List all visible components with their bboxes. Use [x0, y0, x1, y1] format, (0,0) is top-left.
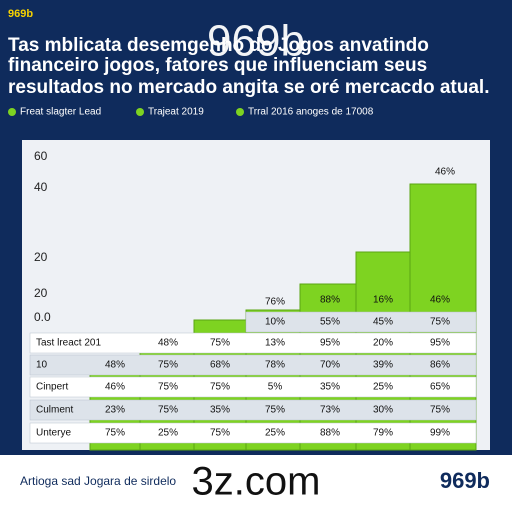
row-label: 10 — [36, 360, 48, 371]
bar-labels: 76% 88% 16% 46% 46% — [265, 167, 455, 308]
cell: 99% — [430, 428, 450, 439]
footer-text: Artioga sad Jogara de sirdelo — [20, 474, 176, 488]
legend-label: Freat slagter Lead — [20, 107, 101, 118]
cell: 48% — [158, 338, 178, 349]
cell: 86% — [430, 360, 450, 371]
table-row — [29, 354, 477, 376]
cell: 75% — [105, 428, 125, 439]
table-row — [29, 376, 477, 398]
table: 10% 55% 45% 75% Tast lreact 201 48% 75% 13% 95% 2… — [29, 311, 477, 444]
cell: 78% — [265, 360, 285, 371]
brand: 969b — [8, 8, 33, 20]
watermark: 969b — [207, 17, 305, 66]
legend-dot — [236, 108, 244, 116]
watermark: 3z.com — [192, 460, 321, 504]
cell: 55% — [320, 317, 340, 328]
legend-dot — [8, 108, 16, 116]
cell: 75% — [210, 338, 230, 349]
cell: 35% — [210, 405, 230, 416]
legend-label: Trajeat 2019 — [148, 107, 204, 118]
row-label: Cinpert — [36, 382, 68, 393]
cell: 79% — [373, 428, 393, 439]
title-line: Tas mblicata desemgenho do Jogos anvatin… — [8, 35, 429, 56]
bar-label: 76% — [265, 297, 285, 308]
cell: 88% — [320, 428, 340, 439]
cell: 65% — [430, 382, 450, 393]
row-label: Tast lreact 201 — [36, 338, 101, 349]
row-label: Unterye — [36, 428, 71, 439]
table-row — [29, 422, 477, 444]
axis-labels: 60 40 20 20 0.0 — [34, 149, 51, 324]
cell: 23% — [105, 405, 125, 416]
axis-label: 40 — [34, 180, 48, 194]
legend-label: Trral 2016 anoges de 17008 — [248, 107, 374, 118]
row-label: Culment — [36, 405, 73, 416]
cell: 48% — [105, 360, 125, 371]
table-row — [29, 399, 477, 421]
title-line: resultados no mercado angita se oré merc… — [8, 77, 490, 98]
cell: 70% — [320, 360, 340, 371]
cell: 75% — [210, 428, 230, 439]
title-line: financeiro jogos, fatores que influencia… — [8, 55, 427, 76]
cell: 75% — [265, 405, 285, 416]
legend-dot — [136, 108, 144, 116]
cell: 75% — [430, 317, 450, 328]
axis-label: 20 — [34, 286, 48, 300]
cell: 5% — [268, 382, 283, 393]
cell: 75% — [210, 382, 230, 393]
axis-label: 0.0 — [34, 310, 51, 324]
cell: 39% — [373, 360, 393, 371]
cell: 75% — [158, 405, 178, 416]
cell: 75% — [158, 382, 178, 393]
axis-label: 20 — [34, 250, 48, 264]
cell: 35% — [320, 382, 340, 393]
cell: 25% — [158, 428, 178, 439]
footer-brand: 969b — [440, 468, 490, 493]
cell: 20% — [373, 338, 393, 349]
cell: 75% — [158, 360, 178, 371]
cell: 95% — [320, 338, 340, 349]
bar-label: 46% — [430, 295, 450, 306]
cell: 30% — [373, 405, 393, 416]
cell: 45% — [373, 317, 393, 328]
bar-label: 88% — [320, 295, 340, 306]
cell: 46% — [105, 382, 125, 393]
cell: 73% — [320, 405, 340, 416]
table-row — [245, 311, 477, 333]
table-row — [29, 332, 477, 354]
cell: 25% — [265, 428, 285, 439]
cell: 13% — [265, 338, 285, 349]
cell: 68% — [210, 360, 230, 371]
cell: 25% — [373, 382, 393, 393]
bar-label: 46% — [435, 167, 455, 178]
bar-label: 16% — [373, 295, 393, 306]
footer-band — [0, 455, 512, 512]
axis-label: 60 — [34, 149, 48, 163]
cell: 10% — [265, 317, 285, 328]
cell: 95% — [430, 338, 450, 349]
cell: 75% — [430, 405, 450, 416]
